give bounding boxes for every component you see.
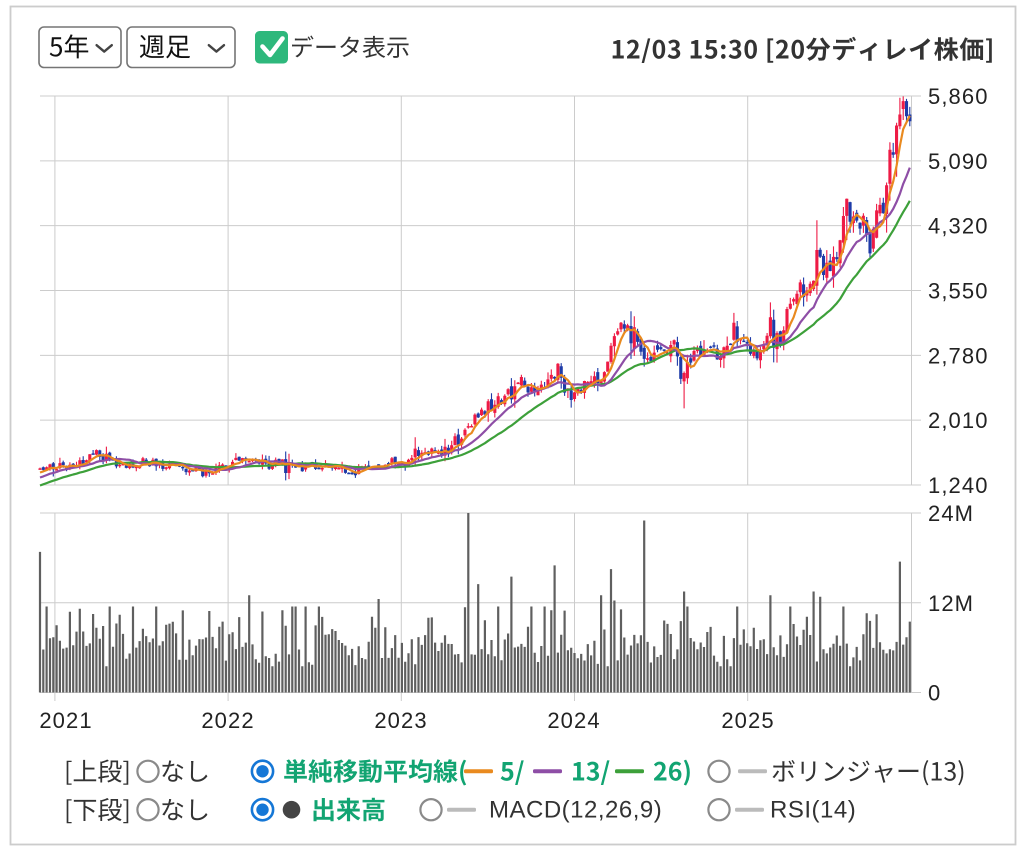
svg-text:1,240: 1,240 — [928, 473, 989, 498]
svg-text:12M: 12M — [928, 591, 974, 616]
svg-text:4,320: 4,320 — [928, 214, 989, 239]
svg-text:0: 0 — [928, 681, 941, 706]
svg-text:2021: 2021 — [39, 708, 92, 733]
svg-text:3,550: 3,550 — [928, 279, 989, 304]
svg-text:2024: 2024 — [547, 708, 600, 733]
svg-text:2,010: 2,010 — [928, 408, 989, 433]
svg-text:2,780: 2,780 — [928, 343, 989, 368]
svg-text:MACD(12,26,9): MACD(12,26,9) — [489, 797, 662, 824]
svg-text:5,090: 5,090 — [928, 149, 989, 174]
svg-text:24M: 24M — [928, 501, 974, 526]
svg-text:RSI(14): RSI(14) — [770, 797, 856, 824]
svg-text:2025: 2025 — [721, 708, 774, 733]
svg-text:2023: 2023 — [374, 708, 427, 733]
svg-text:2022: 2022 — [201, 708, 254, 733]
svg-text:5,860: 5,860 — [928, 84, 989, 109]
